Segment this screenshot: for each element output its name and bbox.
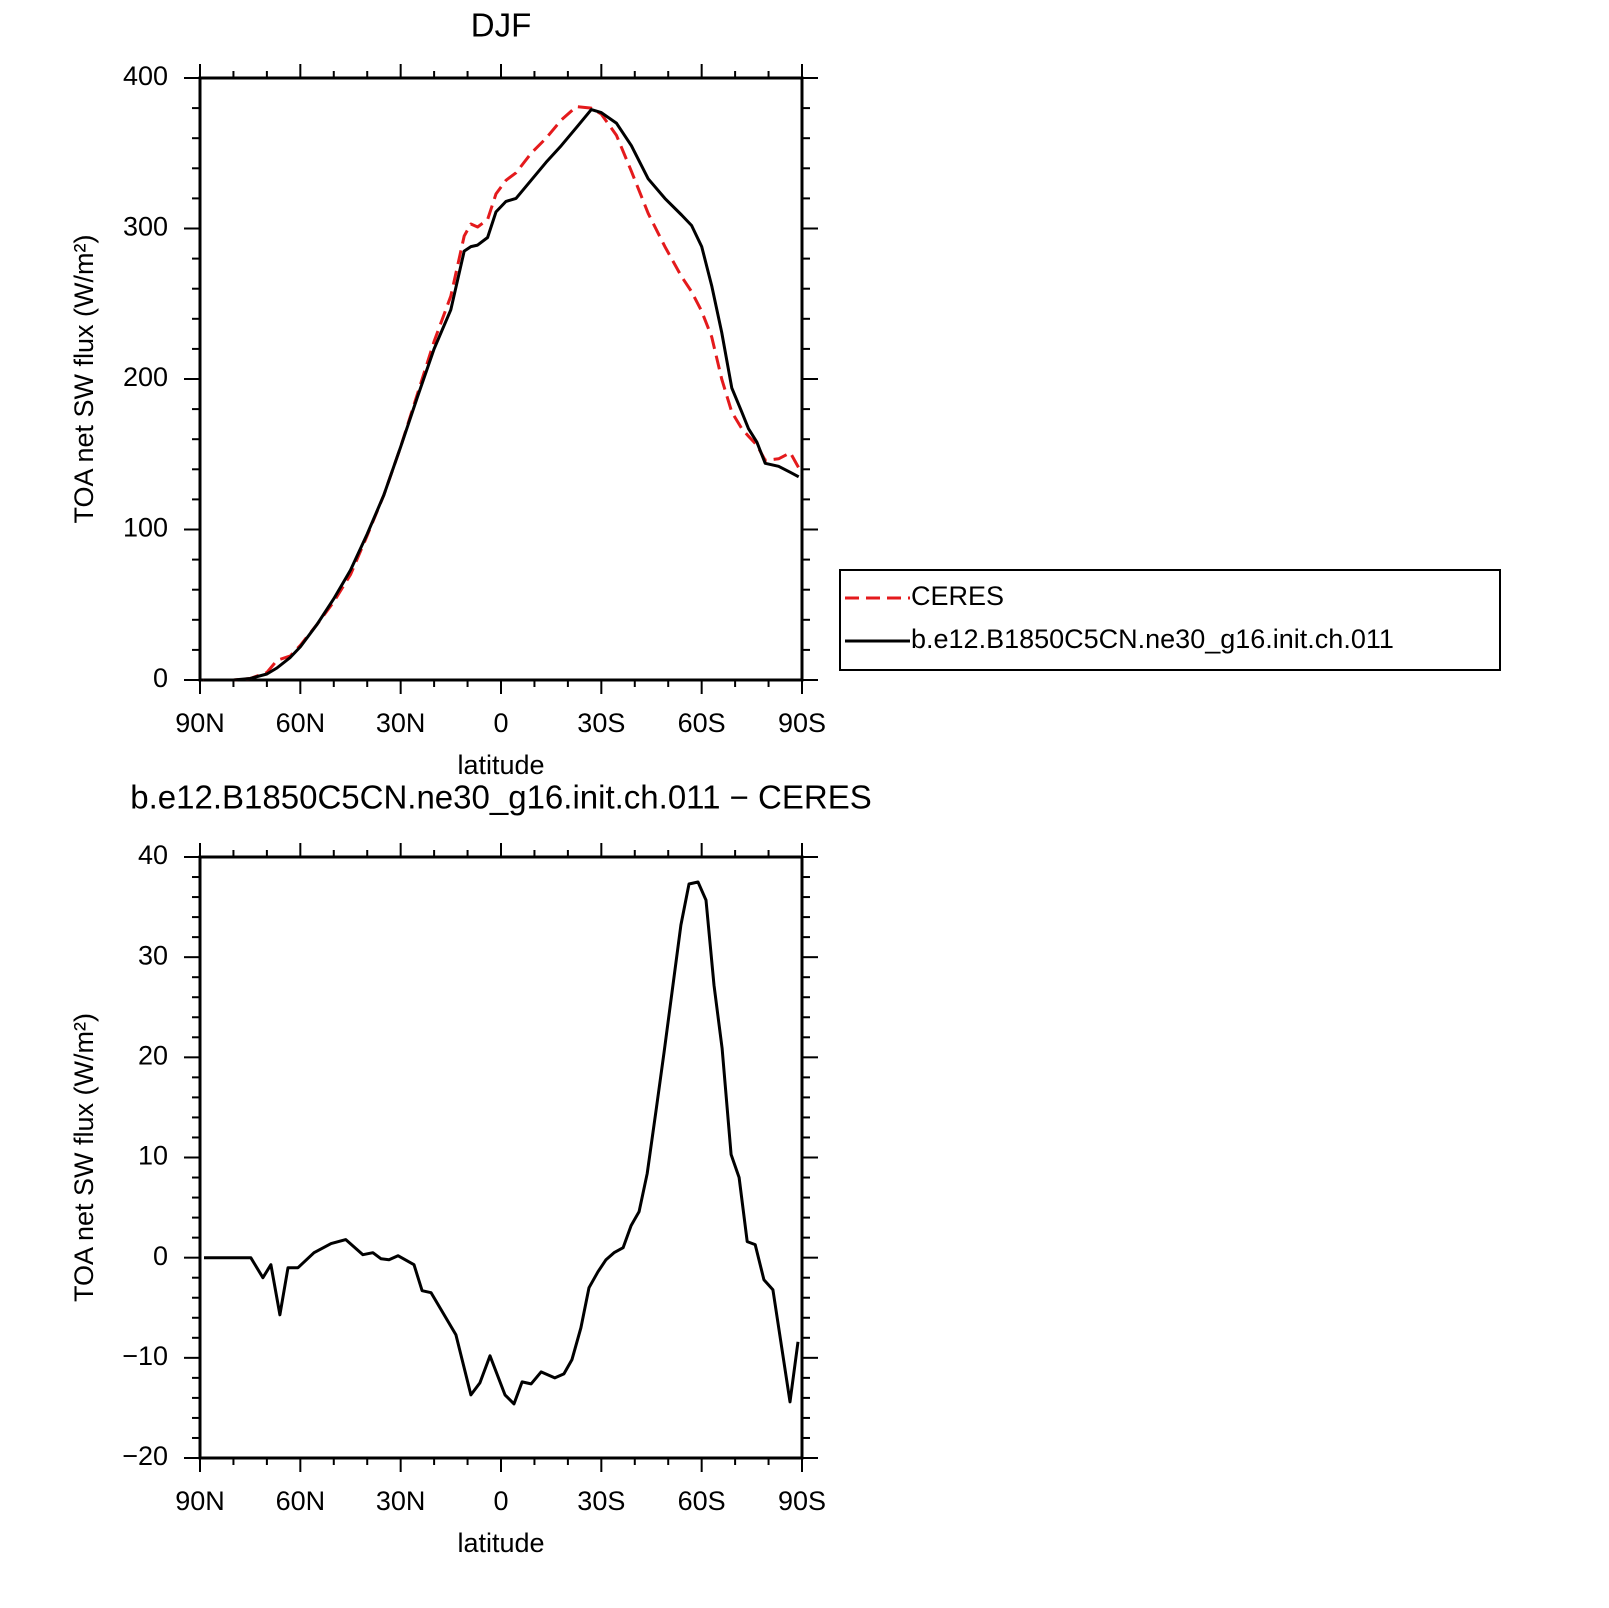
chart-title: DJF — [471, 7, 532, 44]
x-tick-label: 60S — [678, 708, 726, 738]
x-tick-label: 60N — [276, 1486, 326, 1516]
chart-title: b.e12.B1850C5CN.ne30_g16.init.ch.011 − C… — [130, 779, 871, 816]
x-tick-label: 60S — [678, 1486, 726, 1516]
x-tick-label: 90N — [175, 1486, 225, 1516]
x-tick-label: 0 — [493, 708, 508, 738]
legend-label: CERES — [911, 581, 1004, 611]
x-tick-label: 90N — [175, 708, 225, 738]
y-tick-label: 100 — [123, 513, 168, 543]
x-tick-label: 30N — [376, 708, 426, 738]
y-axis-label: TOA net SW flux (W/m²) — [69, 1013, 99, 1302]
y-tick-label: 0 — [153, 663, 168, 693]
legend-label: b.e12.B1850C5CN.ne30_g16.init.ch.011 — [911, 624, 1394, 654]
x-tick-label: 30S — [577, 1486, 625, 1516]
y-tick-label: 300 — [123, 212, 168, 242]
x-tick-label: 60N — [276, 708, 326, 738]
x-axis-label: latitude — [457, 750, 544, 780]
y-tick-label: −10 — [122, 1341, 168, 1371]
x-axis-label: latitude — [457, 1528, 544, 1558]
legend-box — [839, 569, 1501, 671]
y-tick-label: 400 — [123, 61, 168, 91]
y-axis-label: TOA net SW flux (W/m²) — [69, 234, 99, 523]
y-tick-label: −20 — [122, 1441, 168, 1471]
y-tick-label: 10 — [138, 1141, 168, 1171]
x-tick-label: 90S — [778, 708, 826, 738]
data-line — [203, 108, 800, 682]
data-line — [203, 105, 801, 682]
x-tick-label: 90S — [778, 1486, 826, 1516]
y-tick-label: 200 — [123, 362, 168, 392]
plot-frame — [198, 76, 804, 682]
data-line — [204, 880, 800, 1406]
x-tick-label: 0 — [493, 1486, 508, 1516]
y-tick-label: 30 — [138, 940, 168, 970]
y-tick-label: 40 — [138, 840, 168, 870]
y-tick-label: 0 — [153, 1241, 168, 1271]
x-tick-label: 30S — [577, 708, 625, 738]
x-tick-label: 30N — [376, 1486, 426, 1516]
y-tick-label: 20 — [138, 1040, 168, 1070]
